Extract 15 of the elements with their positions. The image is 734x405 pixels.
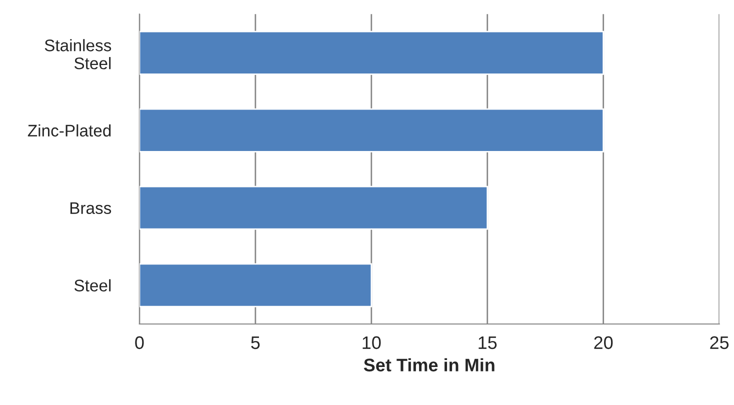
x-tick-label: 15 (478, 336, 497, 350)
x-tick-label: 10 (362, 336, 381, 350)
y-tick-label: Steel (74, 279, 111, 292)
bar (139, 263, 372, 308)
y-tick-label: Stainless Steel (44, 39, 112, 70)
bar (139, 30, 604, 75)
x-tick-label: 5 (251, 336, 260, 350)
bar (139, 108, 604, 152)
y-tick-label: Zinc-Plated (28, 124, 111, 137)
x-axis-title: Set Time in Min (364, 358, 494, 372)
y-tick-label: Brass (70, 202, 112, 214)
bar (139, 186, 488, 230)
x-tick-label: 20 (594, 336, 613, 350)
x-tick-label: 25 (710, 336, 729, 350)
x-tick-label: 0 (135, 336, 144, 350)
